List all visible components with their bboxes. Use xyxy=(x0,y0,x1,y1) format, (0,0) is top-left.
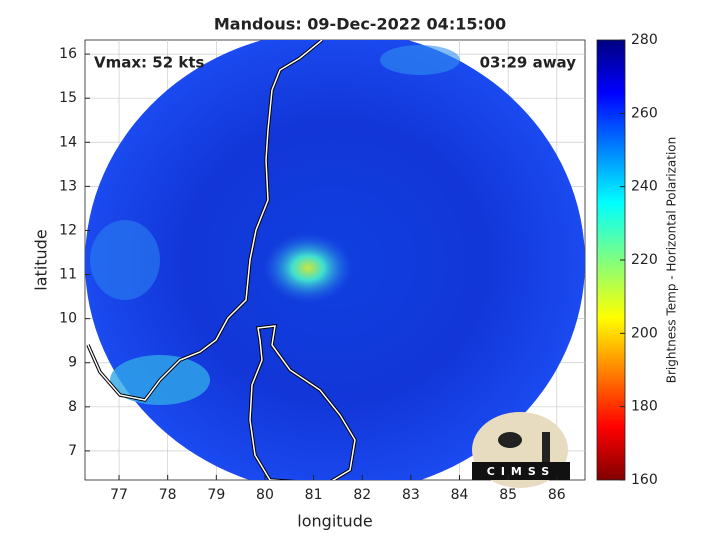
annotation: Vmax: 52 kts xyxy=(94,54,204,72)
x-tick-label: 78 xyxy=(159,487,177,503)
colorbar-tick-label: 280 xyxy=(631,32,658,48)
logo-bar xyxy=(472,462,570,480)
x-axis-label: longitude xyxy=(297,512,372,531)
x-tick-label: 84 xyxy=(451,487,469,503)
colorbar-tick-label: 200 xyxy=(631,325,658,341)
y-tick-label: 16 xyxy=(59,46,77,62)
x-tick-label: 81 xyxy=(305,487,323,503)
annotation: 03:29 away xyxy=(480,54,577,72)
x-tick-label: 86 xyxy=(548,487,566,503)
y-tick-label: 11 xyxy=(59,267,77,283)
sri-lanka xyxy=(249,325,356,480)
x-tick-label: 82 xyxy=(353,487,371,503)
y-axis-label: latitude xyxy=(32,229,51,290)
x-tick-label: 83 xyxy=(402,487,420,503)
colorbar-tick-label: 260 xyxy=(631,105,658,121)
x-tick-label: 79 xyxy=(207,487,225,503)
colorbar-tick-label: 180 xyxy=(631,399,658,415)
y-tick-label: 15 xyxy=(59,90,77,106)
logo-tower xyxy=(542,432,550,462)
colorbar-tick-label: 160 xyxy=(631,472,658,488)
y-tick-label: 7 xyxy=(68,443,77,459)
logo-dish xyxy=(498,432,522,448)
y-tick-label: 14 xyxy=(59,134,77,150)
colorbar-label: Brightness Temp - Horizontal Polarizatio… xyxy=(665,137,679,384)
colorbar-tick-label: 240 xyxy=(631,179,658,195)
rainband xyxy=(263,233,353,303)
x-tick-label: 77 xyxy=(110,487,128,503)
y-tick-label: 13 xyxy=(59,178,77,194)
logo-text: CIMSS xyxy=(487,465,555,478)
patch xyxy=(380,45,460,75)
logo: CIMSS xyxy=(472,412,570,488)
y-tick-label: 12 xyxy=(59,222,77,238)
y-tick-label: 9 xyxy=(68,355,77,371)
title: Mandous: 09-Dec-2022 04:15:00 xyxy=(214,15,506,34)
colorbar-tick-label: 220 xyxy=(631,252,658,268)
patch xyxy=(90,220,160,300)
imagery xyxy=(85,40,585,480)
x-tick-label: 80 xyxy=(256,487,274,503)
x-tick-label: 85 xyxy=(499,487,517,503)
y-tick-label: 10 xyxy=(59,311,77,327)
y-tick-label: 8 xyxy=(68,399,77,415)
coastline xyxy=(87,40,323,401)
